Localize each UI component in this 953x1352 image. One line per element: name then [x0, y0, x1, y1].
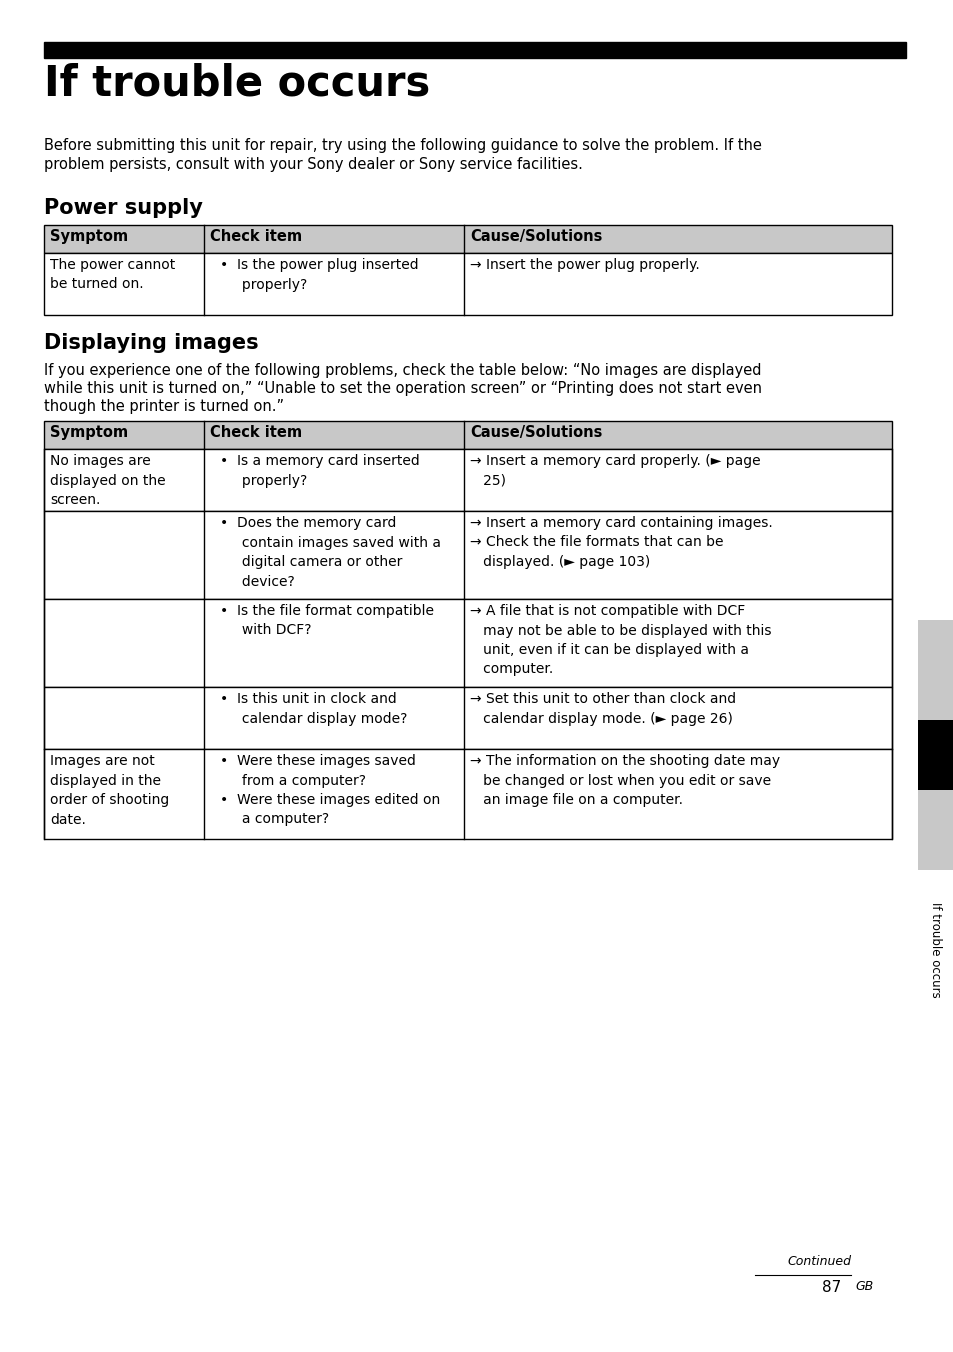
Text: Check item: Check item [210, 228, 302, 243]
Text: If trouble occurs: If trouble occurs [44, 62, 430, 104]
Bar [44, 687, 891, 749]
Text: Before submitting this unit for repair, try using the following guidance to solv: Before submitting this unit for repair, … [44, 138, 761, 153]
Bar [44, 511, 891, 599]
Text: 87: 87 [821, 1280, 850, 1295]
Text: though the printer is turned on.”: though the printer is turned on.” [44, 399, 284, 414]
Text: Symptom: Symptom [50, 425, 128, 439]
Text: → A file that is not compatible with DCF
   may not be able to be displayed with: → A file that is not compatible with DCF… [470, 604, 771, 676]
Bar [44, 224, 891, 253]
Text: Cause/Solutions: Cause/Solutions [470, 425, 601, 439]
Text: → Insert the power plug properly.: → Insert the power plug properly. [470, 258, 699, 272]
Bar [917, 721, 953, 790]
Text: No images are
displayed on the
screen.: No images are displayed on the screen. [50, 454, 166, 507]
Text: → The information on the shooting date may
   be changed or lost when you edit o: → The information on the shooting date m… [470, 754, 780, 807]
Text: Symptom: Symptom [50, 228, 128, 243]
Bar [44, 749, 891, 840]
Text: Displaying images: Displaying images [44, 333, 258, 353]
Bar [44, 253, 891, 315]
Bar [44, 599, 891, 687]
Text: If trouble occurs: If trouble occurs [928, 902, 942, 998]
Bar [44, 42, 905, 58]
Text: → Insert a memory card containing images.
→ Check the file formats that can be
 : → Insert a memory card containing images… [470, 516, 772, 569]
Text: Cause/Solutions: Cause/Solutions [470, 228, 601, 243]
Text: •  Is the file format compatible
     with DCF?: • Is the file format compatible with DCF… [220, 604, 434, 638]
Text: •  Is this unit in clock and
     calendar display mode?: • Is this unit in clock and calendar dis… [220, 692, 407, 726]
Text: Images are not
displayed in the
order of shooting
date.: Images are not displayed in the order of… [50, 754, 169, 826]
Text: while this unit is turned on,” “Unable to set the operation screen” or “Printing: while this unit is turned on,” “Unable t… [44, 381, 761, 396]
Bar [44, 420, 891, 449]
Text: •  Does the memory card
     contain images saved with a
     digital camera or : • Does the memory card contain images sa… [220, 516, 440, 588]
Text: •  Is a memory card inserted
     properly?: • Is a memory card inserted properly? [220, 454, 419, 488]
Text: Continued: Continued [786, 1255, 850, 1268]
Text: If you experience one of the following problems, check the table below: “No imag: If you experience one of the following p… [44, 362, 760, 379]
Text: → Set this unit to other than clock and
   calendar display mode. (► page 26): → Set this unit to other than clock and … [470, 692, 736, 726]
Text: → Insert a memory card properly. (► page
   25): → Insert a memory card properly. (► page… [470, 454, 760, 488]
Bar [917, 621, 953, 869]
Text: •  Is the power plug inserted
     properly?: • Is the power plug inserted properly? [220, 258, 418, 292]
Text: Check item: Check item [210, 425, 302, 439]
Text: Power supply: Power supply [44, 197, 203, 218]
Text: problem persists, consult with your Sony dealer or Sony service facilities.: problem persists, consult with your Sony… [44, 157, 582, 172]
Bar [44, 449, 891, 511]
Text: •  Were these images saved
     from a computer?
•  Were these images edited on
: • Were these images saved from a compute… [220, 754, 439, 826]
Text: The power cannot
be turned on.: The power cannot be turned on. [50, 258, 175, 292]
Text: GB: GB [854, 1280, 872, 1293]
